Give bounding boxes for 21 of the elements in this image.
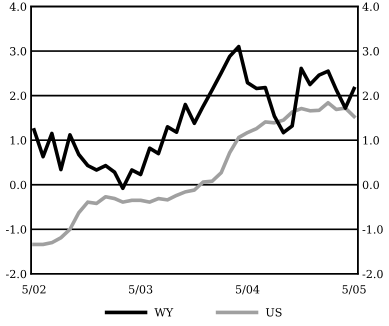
y-tick-label: -2.0 xyxy=(6,270,26,278)
y2-tick-label: 0.0 xyxy=(362,180,379,190)
y-tick-label: 3.0 xyxy=(10,47,26,56)
y-tick-label: 4.0 xyxy=(10,2,26,11)
y2-tick-label: 3.0 xyxy=(362,47,379,56)
y2-tick-label: -1.0 xyxy=(362,225,383,234)
x-tick-label: 5/04 xyxy=(236,285,260,294)
x-tick-label: 5/02 xyxy=(22,285,46,294)
legend-label: WY xyxy=(154,308,174,316)
y-tick-label: 0.0 xyxy=(10,180,26,190)
y2-tick-label: -2.0 xyxy=(362,270,383,278)
y-tick-label: 2.0 xyxy=(10,92,26,100)
x-tick-label: 5/03 xyxy=(129,285,152,294)
legend-label: US xyxy=(266,308,282,316)
y2-tick-label: 2.0 xyxy=(362,92,379,100)
y-tick-label: -1.0 xyxy=(6,225,26,234)
y2-tick-label: 1.0 xyxy=(363,136,379,145)
y-tick-label: 1.0 xyxy=(10,136,26,145)
y2-tick-label: 4.0 xyxy=(362,2,379,11)
x-tick-label: 5/05 xyxy=(342,285,366,294)
line-series xyxy=(32,100,356,246)
